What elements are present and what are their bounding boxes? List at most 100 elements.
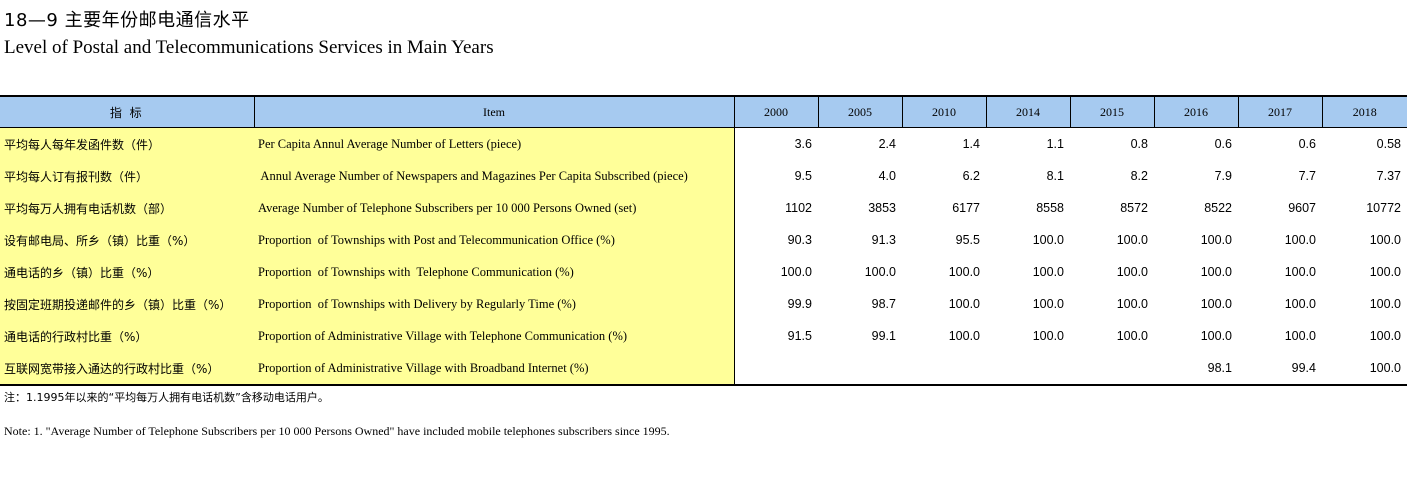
row-label-en: Per Capita Annul Average Number of Lette… xyxy=(254,127,735,160)
value-cell: 1102 xyxy=(785,201,812,215)
value-cell: 100.0 xyxy=(948,297,980,311)
value-cell: 0.58 xyxy=(1376,137,1401,151)
row-label-cn: 通电话的行政村比重（%） xyxy=(0,320,254,352)
value-cell xyxy=(734,352,818,385)
value-cell: 100.0 xyxy=(1116,297,1148,311)
value-cell: 91.5 xyxy=(787,329,812,343)
value-cell: 7.7 xyxy=(1298,169,1316,183)
value-cell: 100.0 xyxy=(1200,233,1232,247)
value-cell: 100.0 xyxy=(1369,297,1401,311)
value-cell: 100.0 xyxy=(1284,233,1316,247)
value-cell: 100.0 xyxy=(864,265,896,279)
row-label-en: Proportion of Townships with Delivery by… xyxy=(254,288,735,320)
value-cell: 3853 xyxy=(868,201,896,215)
value-cell: 100.0 xyxy=(948,265,980,279)
value-cell: 100.0 xyxy=(1369,329,1401,343)
value-cell: 8.1 xyxy=(1046,169,1064,183)
header-year: 2014 xyxy=(985,96,1070,128)
row-label-cn: 平均每人订有报刊数（件） xyxy=(0,160,254,192)
value-cell: 100.0 xyxy=(1116,329,1148,343)
value-cell: 4.0 xyxy=(878,169,896,183)
value-cell: 1.4 xyxy=(962,137,980,151)
row-label-cn: 平均每人每年发函件数（件） xyxy=(0,127,254,160)
footnote-en: Note: 1. "Average Number of Telephone Su… xyxy=(4,424,670,438)
row-label-cn: 按固定班期投递邮件的乡（镇）比重（%） xyxy=(0,288,254,320)
value-cell: 3.6 xyxy=(794,137,812,151)
table-row: 平均每人每年发函件数（件） Per Capita Annul Average Nu… xyxy=(0,127,1407,160)
row-label-cn: 设有邮电局、所乡（镇）比重（%） xyxy=(0,224,254,256)
value-cell xyxy=(1070,352,1154,385)
value-cell: 10772 xyxy=(1366,201,1401,215)
value-cell: 100.0 xyxy=(1200,329,1232,343)
header-year: 2005 xyxy=(817,96,902,128)
header-year: 2015 xyxy=(1069,96,1154,128)
page-title-cn: 18—9 主要年份邮电通信水平 xyxy=(4,10,250,31)
value-cell: 0.8 xyxy=(1130,137,1148,151)
header-indicator-cn: 指 标 xyxy=(0,96,254,128)
row-label-cn: 通电话的乡（镇）比重（%） xyxy=(0,256,254,288)
value-cell: 8.2 xyxy=(1130,169,1148,183)
value-cell: 100.0 xyxy=(1284,297,1316,311)
value-cell: 6.2 xyxy=(962,169,980,183)
row-label-en: Annul Average Number of Newspapers and M… xyxy=(254,160,735,192)
footnote-cn: 注：1.1995年以来的“平均每万人拥有电话机数”含移动电话用户。 xyxy=(4,391,329,404)
value-cell: 98.1 xyxy=(1207,361,1232,375)
value-cell xyxy=(818,352,902,385)
value-cell: 100.0 xyxy=(1369,233,1401,247)
value-cell: 100.0 xyxy=(1200,265,1232,279)
header-item-en: Item xyxy=(253,96,734,128)
value-cell: 100.0 xyxy=(1032,233,1064,247)
table-row: 平均每万人拥有电话机数（部） Average Number of Telephon… xyxy=(0,192,1407,224)
page-title-en: Level of Postal and Telecommunications S… xyxy=(4,37,494,58)
header-row: 指 标 Item 2000 2005 2010 2014 2015 2016 2017 201… xyxy=(0,96,1407,128)
value-cell: 100.0 xyxy=(948,329,980,343)
value-cell: 8572 xyxy=(1120,201,1148,215)
row-label-cn: 平均每万人拥有电话机数（部） xyxy=(0,192,254,224)
value-cell: 2.4 xyxy=(878,137,896,151)
table-row: 按固定班期投递邮件的乡（镇）比重（%） Proportion of Townshi… xyxy=(0,288,1407,320)
value-cell xyxy=(986,352,1070,385)
table-row: 通电话的行政村比重（%） Proportion of Administrative… xyxy=(0,320,1407,352)
value-cell: 9.5 xyxy=(794,169,812,183)
value-cell: 100.0 xyxy=(780,265,812,279)
value-cell: 99.4 xyxy=(1291,361,1316,375)
value-cell: 8522 xyxy=(1204,201,1232,215)
value-cell xyxy=(902,352,986,385)
value-cell: 98.7 xyxy=(871,297,896,311)
row-label-en: Average Number of Telephone Subscribers … xyxy=(254,192,735,224)
value-cell: 100.0 xyxy=(1032,329,1064,343)
table-row: 设有邮电局、所乡（镇）比重（%） Proportion of Townships … xyxy=(0,224,1407,256)
value-cell: 95.5 xyxy=(955,233,980,247)
value-cell: 100.0 xyxy=(1200,297,1232,311)
value-cell: 0.6 xyxy=(1214,137,1232,151)
value-cell: 6177 xyxy=(952,201,980,215)
header-year: 2010 xyxy=(901,96,986,128)
header-year: 2017 xyxy=(1237,96,1322,128)
header-year: 2000 xyxy=(733,96,818,128)
value-cell: 99.1 xyxy=(871,329,896,343)
row-label-en: Proportion of Townships with Post and Te… xyxy=(254,224,735,256)
header-year: 2018 xyxy=(1321,96,1407,128)
row-label-cn: 互联网宽带接入通达的行政村比重（%） xyxy=(0,352,254,385)
value-cell: 91.3 xyxy=(871,233,896,247)
row-label-en: Proportion of Administrative Village wit… xyxy=(254,320,735,352)
value-cell: 90.3 xyxy=(787,233,812,247)
value-cell: 100.0 xyxy=(1116,233,1148,247)
row-label-en: Proportion of Townships with Telephone C… xyxy=(254,256,735,288)
value-cell: 1.1 xyxy=(1046,137,1064,151)
value-cell: 100.0 xyxy=(1284,329,1316,343)
value-cell: 100.0 xyxy=(1284,265,1316,279)
table-row: 平均每人订有报刊数（件） Annul Average Number of New… xyxy=(0,160,1407,192)
value-cell: 100.0 xyxy=(1369,361,1401,375)
value-cell: 100.0 xyxy=(1369,265,1401,279)
value-cell: 7.37 xyxy=(1376,169,1401,183)
value-cell: 100.0 xyxy=(1032,265,1064,279)
value-cell: 8558 xyxy=(1036,201,1064,215)
postal-telecom-table: 指 标 Item 2000 2005 2010 2014 2015 2016 2017 201… xyxy=(0,95,1407,386)
table-body: 平均每人每年发函件数（件） Per Capita Annul Average Nu… xyxy=(0,127,1407,385)
value-cell: 100.0 xyxy=(1116,265,1148,279)
value-cell: 100.0 xyxy=(1032,297,1064,311)
row-label-en: Proportion of Administrative Village wit… xyxy=(254,352,735,385)
data-table-container: 指 标 Item 2000 2005 2010 2014 2015 2016 2017 201… xyxy=(0,95,1407,386)
table-row: 互联网宽带接入通达的行政村比重（%） Proportion of Administ… xyxy=(0,352,1407,385)
